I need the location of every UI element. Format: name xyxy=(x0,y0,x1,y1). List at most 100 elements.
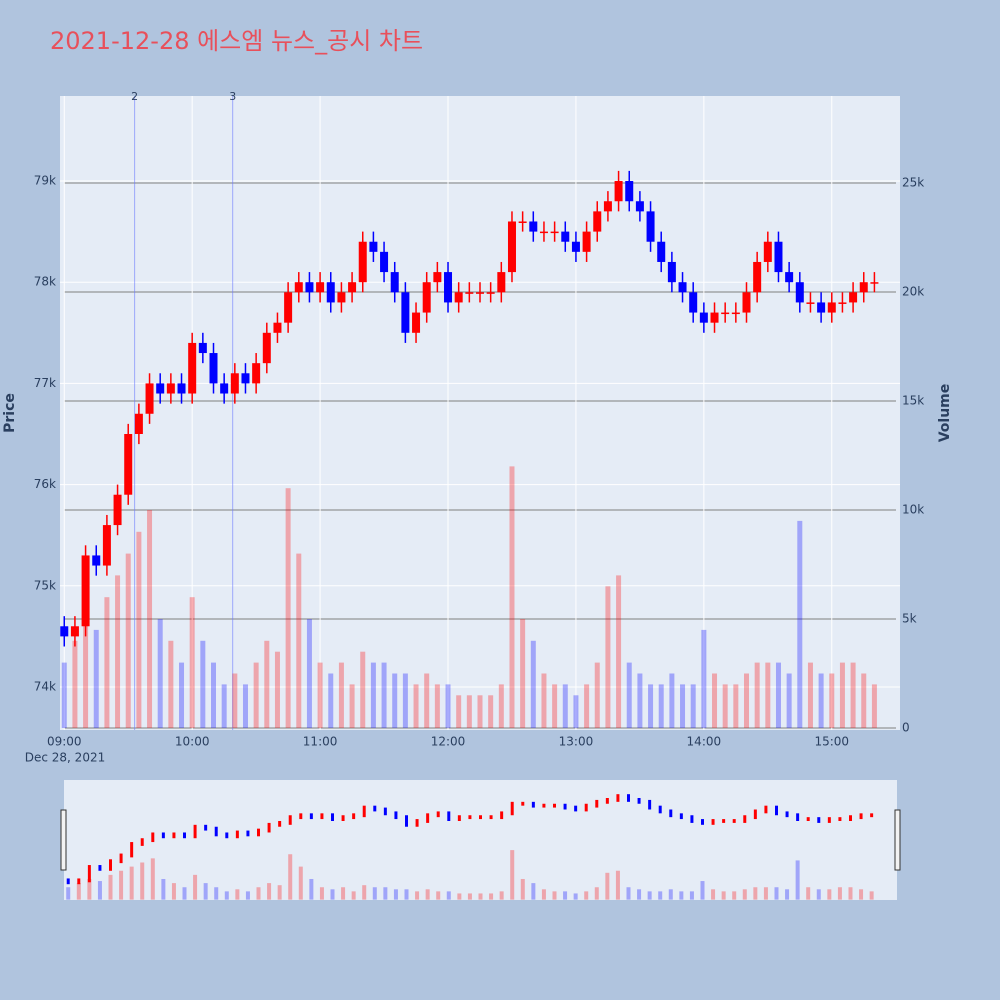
slider-volume-bar xyxy=(224,891,229,900)
slider-volume-bar xyxy=(573,893,578,900)
slider-volume-bar xyxy=(119,870,124,900)
volume-bar xyxy=(179,662,185,728)
volume-bar xyxy=(850,662,856,728)
y2-tick-label: 15k xyxy=(902,393,924,407)
candle-body xyxy=(145,383,154,414)
candle-body xyxy=(667,261,676,283)
volume-bar xyxy=(807,662,813,728)
candle-body xyxy=(838,302,847,304)
slider-volume-bar xyxy=(816,889,821,900)
slider-volume-bar xyxy=(415,891,420,900)
volume-bar xyxy=(392,673,398,728)
slider-volume-bar xyxy=(362,885,367,900)
y-tick-label: 78k xyxy=(34,275,56,289)
slider-volume-bar xyxy=(436,891,441,900)
slider-volume-bar xyxy=(869,891,874,900)
candle-body xyxy=(678,282,687,293)
slider-volume-bar xyxy=(87,878,92,900)
slider-volume-bar xyxy=(129,866,134,900)
slider-volume-bar xyxy=(193,874,198,900)
slider-volume-bar xyxy=(848,887,853,900)
candle-body xyxy=(422,282,431,313)
volume-bar xyxy=(424,673,430,728)
slider-volume-bar xyxy=(66,887,71,900)
y-tick-label: 75k xyxy=(34,578,56,592)
volume-bar xyxy=(637,673,643,728)
slider-volume-bar xyxy=(520,878,525,900)
volume-bar xyxy=(456,695,462,728)
slider-volume-bar xyxy=(510,850,515,900)
candle-body xyxy=(774,241,783,273)
candle-body xyxy=(529,221,538,232)
volume-bar xyxy=(594,662,600,728)
candle-body xyxy=(465,292,474,294)
volume-bar xyxy=(168,640,174,728)
volume-bar xyxy=(690,684,696,728)
volume-bar xyxy=(434,684,440,728)
volume-bar xyxy=(381,662,387,728)
slider-volume-bar xyxy=(457,893,462,900)
candle-body xyxy=(710,312,719,323)
slider-volume-bar xyxy=(383,887,388,900)
volume-bar xyxy=(232,673,238,728)
volume-bar xyxy=(189,597,195,728)
slider-volume-bar xyxy=(256,887,261,900)
volume-bar xyxy=(712,673,718,728)
slider-volume-bar xyxy=(679,891,684,900)
candle-body xyxy=(369,241,378,252)
volume-bar xyxy=(72,640,78,728)
volume-bar xyxy=(797,520,803,728)
candle-body xyxy=(273,322,282,333)
candle-body xyxy=(870,282,879,284)
candle-body xyxy=(625,181,634,202)
slider-volume-bar xyxy=(372,887,377,900)
volume-bar xyxy=(306,618,312,728)
candle-body xyxy=(603,201,612,212)
candle-body xyxy=(102,525,111,566)
candle-body xyxy=(614,181,623,202)
slider-volume-bar xyxy=(859,889,864,900)
volume-bar xyxy=(349,684,355,728)
volume-bar xyxy=(616,575,622,728)
volume-bar xyxy=(775,662,781,728)
volume-bar xyxy=(669,673,675,728)
slider-volume-bar xyxy=(351,891,356,900)
candle-body xyxy=(635,201,644,212)
slider-volume-bar xyxy=(552,891,557,900)
slider-volume-bar xyxy=(425,889,430,900)
slider-volume-bar xyxy=(626,887,631,900)
volume-bar xyxy=(253,662,259,728)
slider-volume-bar xyxy=(97,881,102,900)
candle-body xyxy=(60,626,69,637)
candle-body xyxy=(486,292,495,294)
volume-bar xyxy=(83,618,89,728)
volume-bar xyxy=(861,673,867,728)
volume-bar xyxy=(605,586,611,728)
candle-body xyxy=(177,383,186,394)
slider-volume-bar xyxy=(763,887,768,900)
candle-body xyxy=(731,312,740,315)
slider-volume-bar xyxy=(689,891,694,900)
chart-title: 2021-12-28 에스엠 뉴스_공시 차트 xyxy=(50,27,423,55)
slider-handle-left[interactable] xyxy=(60,809,67,871)
slider-volume-bar xyxy=(467,893,472,900)
candle-body xyxy=(806,302,815,304)
range-slider[interactable] xyxy=(64,780,897,900)
y2-tick-label: 20k xyxy=(902,284,924,298)
volume-bar xyxy=(466,695,472,728)
slider-volume-bar xyxy=(182,887,187,900)
candle-body xyxy=(849,292,858,303)
slider-handle-right[interactable] xyxy=(894,809,901,871)
volume-bar xyxy=(839,662,845,728)
event-label: 2 xyxy=(131,90,138,103)
slider-volume-bar xyxy=(700,881,705,900)
plot-area xyxy=(60,96,900,730)
volume-bar xyxy=(317,662,323,728)
candle-body xyxy=(476,292,484,294)
volume-bar xyxy=(573,695,579,728)
candle-body xyxy=(156,383,165,394)
candle-body xyxy=(230,373,239,394)
volume-bar xyxy=(541,673,547,728)
volume-bar xyxy=(61,662,67,728)
